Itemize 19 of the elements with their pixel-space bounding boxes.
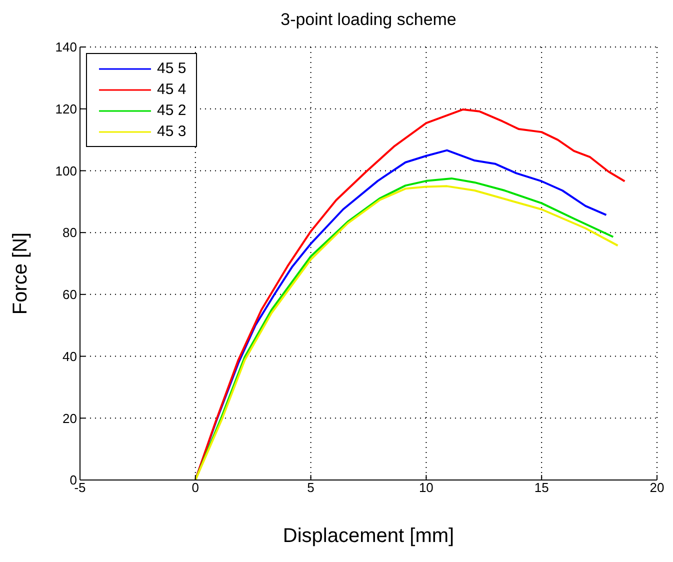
x-tick-label: 10	[418, 480, 434, 496]
x-axis-title: Displacement [mm]	[282, 525, 456, 548]
legend-label: 45 3	[157, 123, 186, 140]
x-tick-label: 20	[650, 480, 664, 496]
legend-label: 45 5	[157, 60, 186, 77]
legend-label: 45 2	[157, 102, 186, 119]
x-tick-label: 5	[307, 480, 314, 496]
legend-label: 45 4	[157, 81, 186, 98]
y-tick-label: 60	[62, 287, 77, 302]
x-tick-label: 0	[192, 480, 200, 496]
y-tick-label: 40	[62, 348, 77, 364]
x-tick-label: 15	[534, 480, 549, 496]
y-tick-label: 80	[62, 225, 77, 240]
y-tick-label: 120	[55, 101, 77, 116]
chart-title: 3-point loading scheme	[280, 10, 458, 30]
y-tick-label: 20	[62, 410, 77, 426]
y-tick-label: 100	[55, 163, 77, 178]
y-axis-title: Force [N]	[10, 232, 32, 315]
y-tick-label: 140	[55, 40, 77, 55]
